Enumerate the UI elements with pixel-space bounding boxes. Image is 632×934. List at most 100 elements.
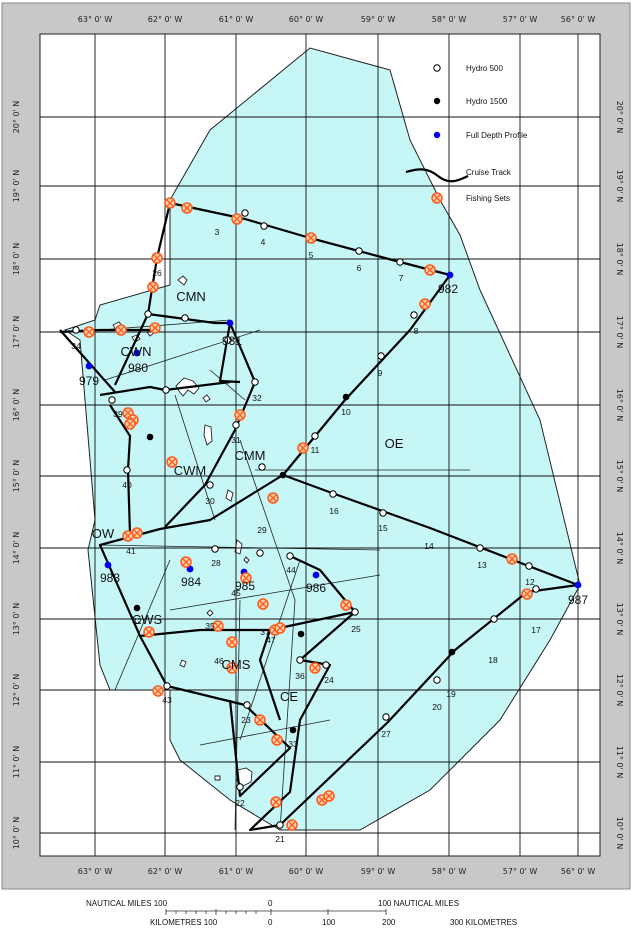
fishing-set-marker (231, 213, 243, 225)
scale-km-100: 100 (322, 918, 336, 927)
profile-label: 980 (128, 361, 148, 375)
station-label: 30 (205, 496, 215, 506)
track-segment (258, 629, 282, 721)
track-segment (287, 554, 356, 613)
lon-label-top: 61° 0' W (219, 15, 254, 24)
station-label: 46 (214, 656, 224, 666)
fishing-set-marker (267, 492, 279, 504)
station-label: 3 (215, 227, 220, 237)
station-label: 23 (241, 715, 251, 725)
hydro500-marker (322, 661, 330, 669)
fishing-set-marker (323, 790, 335, 802)
profile-label: 984 (181, 575, 201, 589)
hydro500-marker (260, 222, 268, 230)
scale-nm-right: 100 NAUTICAL MILES (378, 899, 459, 908)
full-depth-marker (133, 349, 141, 357)
hydro500-marker (163, 682, 171, 690)
fishing-set-marker (226, 636, 238, 648)
hydro500-marker (355, 247, 363, 255)
hydro500-marker (211, 545, 219, 553)
fishing-set-marker (166, 456, 178, 468)
hydro500-marker (206, 481, 214, 489)
scale-km-200: 200 (382, 918, 396, 927)
lat-label: 13° 0' N (615, 603, 624, 636)
station-label: 33 (288, 739, 298, 749)
station-label: 25 (351, 624, 361, 634)
station-label: 43 (162, 695, 172, 705)
zone-label: CMS (222, 657, 251, 672)
scale-nm-left: NAUTICAL MILES 100 (86, 899, 168, 908)
legend-hydro500-icon (433, 64, 441, 72)
station-label: 9 (378, 368, 383, 378)
fishing-set-marker (257, 598, 269, 610)
zone-label: CE (280, 689, 298, 704)
fishing-set-marker (309, 662, 321, 674)
lat-label: 19° 0' N (615, 170, 624, 203)
fishing-set-marker (181, 202, 193, 214)
fishing-set-marker (271, 734, 283, 746)
fishing-set-marker (152, 685, 164, 697)
hydro500-marker (123, 466, 131, 474)
profile-label: 981 (222, 334, 242, 348)
station-label: 12 (525, 577, 535, 587)
profile-label: 982 (438, 282, 458, 296)
lon-label-bottom: 56° 0' W (561, 867, 596, 876)
track-segment (59, 329, 116, 393)
fishing-set-marker (226, 662, 238, 674)
scale-nm-zero: 0 (268, 899, 273, 908)
hydro500-marker (379, 509, 387, 517)
fishing-set-marker (143, 626, 155, 638)
lat-label: 11° 0' N (12, 746, 21, 779)
hydro500-marker (286, 552, 294, 560)
station-label: 44 (286, 565, 296, 575)
station-label: 8 (414, 326, 419, 336)
station-label: 21 (275, 834, 285, 844)
hydro1500-marker (448, 648, 456, 656)
lat-label: 18° 0' N (615, 243, 624, 276)
lat-label: 12° 0' N (12, 674, 21, 707)
track-segment (139, 635, 292, 798)
lon-label-bottom: 57° 0' W (503, 867, 538, 876)
hydro500-marker (144, 310, 152, 318)
hydro500-marker (162, 386, 170, 394)
fishing-set-marker (180, 556, 192, 568)
lon-label-top: 57° 0' W (503, 15, 538, 24)
fishing-set-marker (274, 622, 286, 634)
station-label: 35 (205, 621, 215, 631)
lon-label-top: 58° 0' W (432, 15, 467, 24)
station-label: 28 (211, 558, 221, 568)
station-label: 27 (381, 729, 391, 739)
hydro500-marker (236, 783, 244, 791)
legend-full-depth-icon (433, 131, 441, 139)
lon-label-bottom: 61° 0' W (219, 867, 254, 876)
hydro500-marker (241, 209, 249, 217)
lon-label-top: 59° 0' W (361, 15, 396, 24)
scale-ticks (165, 909, 387, 915)
station-label: 13 (477, 560, 487, 570)
fishing-set-marker (305, 232, 317, 244)
lat-label: 16° 0' N (615, 389, 624, 422)
zone-labels: CMN CWN CMM CWM OE OW CWS CMS CE (92, 289, 404, 704)
hydro500-marker (243, 701, 251, 709)
station-label: 20 (432, 702, 442, 712)
hydro500-marker (256, 549, 264, 557)
station-label: 16 (329, 506, 339, 516)
station-label: 39 (113, 409, 123, 419)
lon-label-top: 62° 0' W (148, 15, 183, 24)
hydro1500-marker (297, 630, 305, 638)
lat-label: 17° 0' N (615, 316, 624, 349)
station-label: 15 (378, 523, 388, 533)
hydro1500-marker (279, 471, 287, 479)
lat-label: 18° 0' N (12, 243, 21, 276)
lat-label: 13° 0' N (12, 603, 21, 636)
station-label: 41 (126, 546, 136, 556)
legend-cruise-track-icon (405, 168, 469, 183)
legend-fishing-icon (431, 192, 443, 204)
station-markers (72, 197, 582, 831)
fishing-set-marker (270, 796, 282, 808)
station-label: 32 (252, 393, 262, 403)
hydro500-marker (232, 421, 240, 429)
lat-label: 20° 0' N (615, 101, 624, 134)
legend-cruise-track-label: Cruise Track (466, 168, 512, 177)
hydro500-marker (476, 544, 484, 552)
